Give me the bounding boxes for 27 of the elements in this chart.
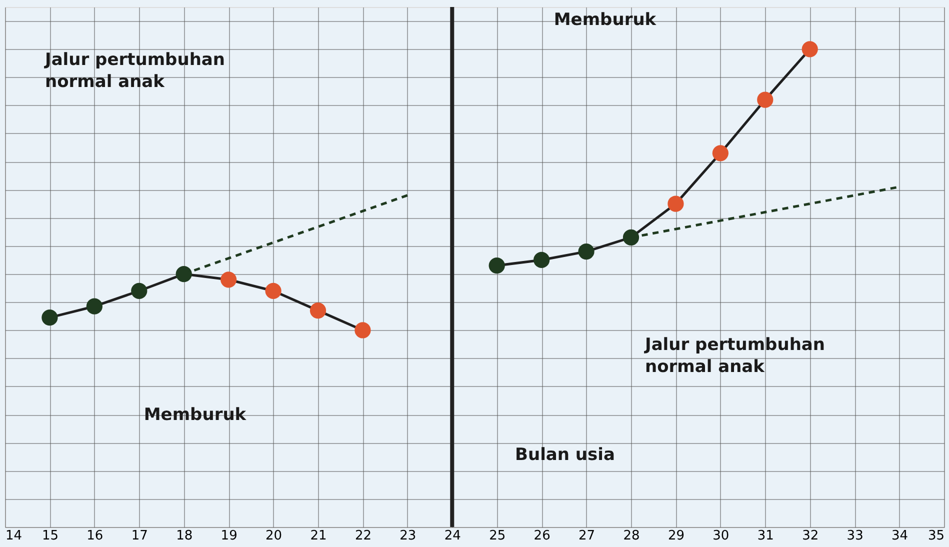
x-tick-label: 31 [757, 528, 774, 544]
x-tick-label: 32 [802, 528, 819, 544]
text: Memburuk [144, 405, 247, 425]
x-tick-label: 14 [6, 528, 22, 544]
annotation: Jalur pertumbuhan normal anak [44, 50, 226, 92]
x-tick-label: 15 [42, 528, 58, 544]
x-tick-label: 22 [354, 528, 372, 544]
x-tick-label: 21 [310, 528, 327, 544]
x-tick-label: 23 [400, 528, 416, 544]
x-tick-label: 35 [928, 528, 944, 544]
x-tick-label: 29 [668, 528, 684, 544]
x-tick-label: 24 [444, 528, 461, 544]
x-tick-label: 30 [712, 528, 730, 544]
text: Memburuk [554, 10, 657, 30]
x-tick-label: 25 [489, 528, 506, 544]
x-tick-label: 17 [131, 528, 148, 544]
text: Jalur pertumbuhan normal anak [644, 335, 826, 377]
x-tick-label: 18 [176, 528, 193, 544]
x-tick-label: 16 [86, 528, 104, 544]
text: Bulan usia [515, 445, 615, 465]
x-tick-label: 34 [892, 528, 908, 544]
x-tick-label: 20 [266, 528, 282, 544]
x-tick-label: 26 [534, 528, 550, 544]
x-tick-label: 27 [578, 528, 596, 544]
x-tick-label: 28 [623, 528, 640, 544]
x-tick-label: 33 [846, 528, 864, 544]
x-tick-label: 19 [220, 528, 238, 544]
